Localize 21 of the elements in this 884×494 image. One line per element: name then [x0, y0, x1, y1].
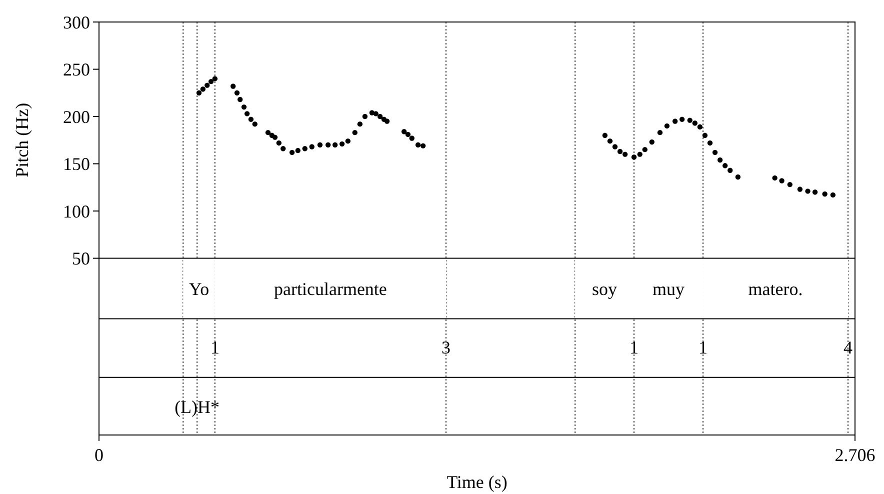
- annotation: (L)H*: [174, 396, 220, 417]
- band-label: matero.: [748, 278, 803, 299]
- band-label: muy: [652, 278, 685, 299]
- x-tick-label: 2.706: [834, 445, 876, 465]
- annotation: 4: [844, 337, 853, 358]
- y-tick-label: 100: [63, 201, 90, 222]
- band-label: soy: [592, 278, 618, 299]
- y-tick-label: 150: [63, 154, 90, 174]
- band-label: Yo: [188, 278, 210, 299]
- y-axis-title: Pitch (Hz): [12, 102, 32, 178]
- annotation: 3: [441, 337, 450, 358]
- band-label: particularmente: [274, 278, 387, 299]
- y-tick-label: 50: [72, 248, 90, 269]
- y-tick-label: 300: [63, 12, 90, 32]
- x-axis-title: Time (s): [446, 472, 508, 492]
- annotation: 1: [698, 337, 708, 358]
- annotation: 1: [630, 337, 639, 358]
- y-tick-label: 200: [63, 106, 90, 127]
- y-tick-label: 250: [63, 60, 90, 80]
- annotation: 1: [210, 337, 220, 358]
- x-tick-label: 0: [94, 445, 104, 465]
